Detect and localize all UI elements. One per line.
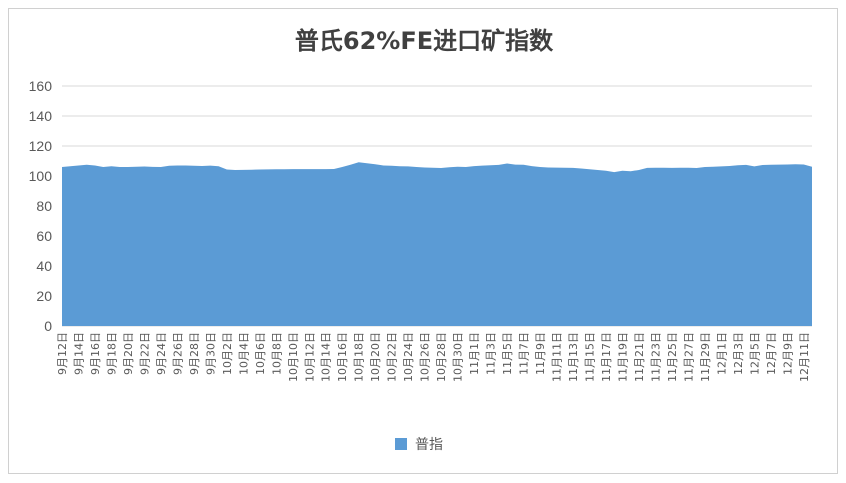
x-tick-label: 12月9日: [781, 332, 794, 375]
y-axis-ticks: 0 20 40 60 80 100 120 140 160: [29, 78, 53, 334]
x-tick-label: 11月1日: [468, 332, 481, 375]
x-tick-label: 10月8日: [270, 332, 283, 375]
x-tick-label: 10月28日: [435, 332, 448, 382]
x-tick-label: 10月22日: [386, 332, 399, 382]
y-tick-label: 80: [36, 198, 52, 214]
x-axis-ticks: 9月12日 9月14日 9月16日 9月18日 9月20日 9月22日 9月24日 9月26日…: [56, 332, 811, 382]
y-tick-label: 140: [29, 108, 53, 124]
y-tick-label: 40: [36, 258, 52, 274]
x-tick-label: 10月4日: [237, 332, 250, 375]
x-tick-label: 9月18日: [105, 332, 118, 375]
x-tick-label: 10月26日: [419, 332, 432, 382]
x-tick-label: 9月22日: [138, 332, 151, 375]
area-series-puzhi: [62, 162, 812, 326]
x-tick-label: 9月24日: [155, 332, 168, 375]
x-tick-label: 10月20日: [369, 332, 382, 382]
y-tick-label: 0: [44, 318, 52, 334]
x-tick-label: 12月5日: [748, 332, 761, 375]
x-tick-label: 11月23日: [649, 332, 662, 382]
x-tick-label: 11月21日: [633, 332, 646, 382]
x-tick-label: 12月7日: [765, 332, 778, 375]
x-tick-label: 9月16日: [89, 332, 102, 375]
x-tick-label: 12月11日: [798, 332, 811, 382]
x-tick-label: 11月25日: [666, 332, 679, 382]
x-tick-label: 10月18日: [353, 332, 366, 382]
chart-title: 普氏62%FE进口矿指数: [295, 27, 554, 55]
x-tick-label: 9月30日: [204, 332, 217, 375]
x-tick-label: 9月14日: [72, 332, 85, 375]
x-tick-label: 9月12日: [56, 332, 69, 375]
x-tick-label: 11月5日: [501, 332, 514, 375]
x-tick-label: 11月15日: [583, 332, 596, 382]
x-tick-label: 9月20日: [122, 332, 135, 375]
plot-area: [62, 162, 812, 326]
x-tick-label: 11月11日: [551, 332, 564, 382]
x-tick-label: 11月13日: [567, 332, 580, 382]
x-tick-label: 10月14日: [320, 332, 333, 382]
y-tick-label: 20: [36, 288, 52, 304]
x-tick-label: 11月3日: [485, 332, 498, 375]
x-tick-label: 10月12日: [303, 332, 316, 382]
x-tick-label: 11月7日: [518, 332, 531, 375]
x-tick-label: 11月19日: [616, 332, 629, 382]
x-tick-label: 11月17日: [600, 332, 613, 382]
x-tick-label: 11月29日: [699, 332, 712, 382]
legend-label: 普指: [415, 437, 443, 453]
x-tick-label: 9月28日: [188, 332, 201, 375]
x-tick-label: 10月10日: [287, 332, 300, 382]
y-tick-label: 120: [29, 138, 53, 154]
chart-svg: 普氏62%FE进口矿指数 0 20 40 60 80 100 120 140 160 9月12日…: [29, 27, 812, 453]
x-tick-label: 10月24日: [402, 332, 415, 382]
x-tick-label: 12月3日: [732, 332, 745, 375]
y-tick-label: 100: [29, 168, 53, 184]
x-tick-label: 10月16日: [336, 332, 349, 382]
legend: 普指: [395, 437, 443, 453]
x-tick-label: 11月27日: [682, 332, 695, 382]
x-tick-label: 9月26日: [171, 332, 184, 375]
legend-swatch: [395, 438, 407, 450]
chart-frame: 普氏62%FE进口矿指数 0 20 40 60 80 100 120 140 160 9月12日…: [8, 8, 838, 474]
x-tick-label: 10月6日: [254, 332, 267, 375]
x-tick-label: 12月1日: [715, 332, 728, 375]
y-tick-label: 60: [36, 228, 52, 244]
x-tick-label: 10月30日: [452, 332, 465, 382]
x-tick-label: 10月2日: [221, 332, 234, 375]
y-tick-label: 160: [29, 78, 53, 94]
x-tick-label: 11月9日: [534, 332, 547, 375]
